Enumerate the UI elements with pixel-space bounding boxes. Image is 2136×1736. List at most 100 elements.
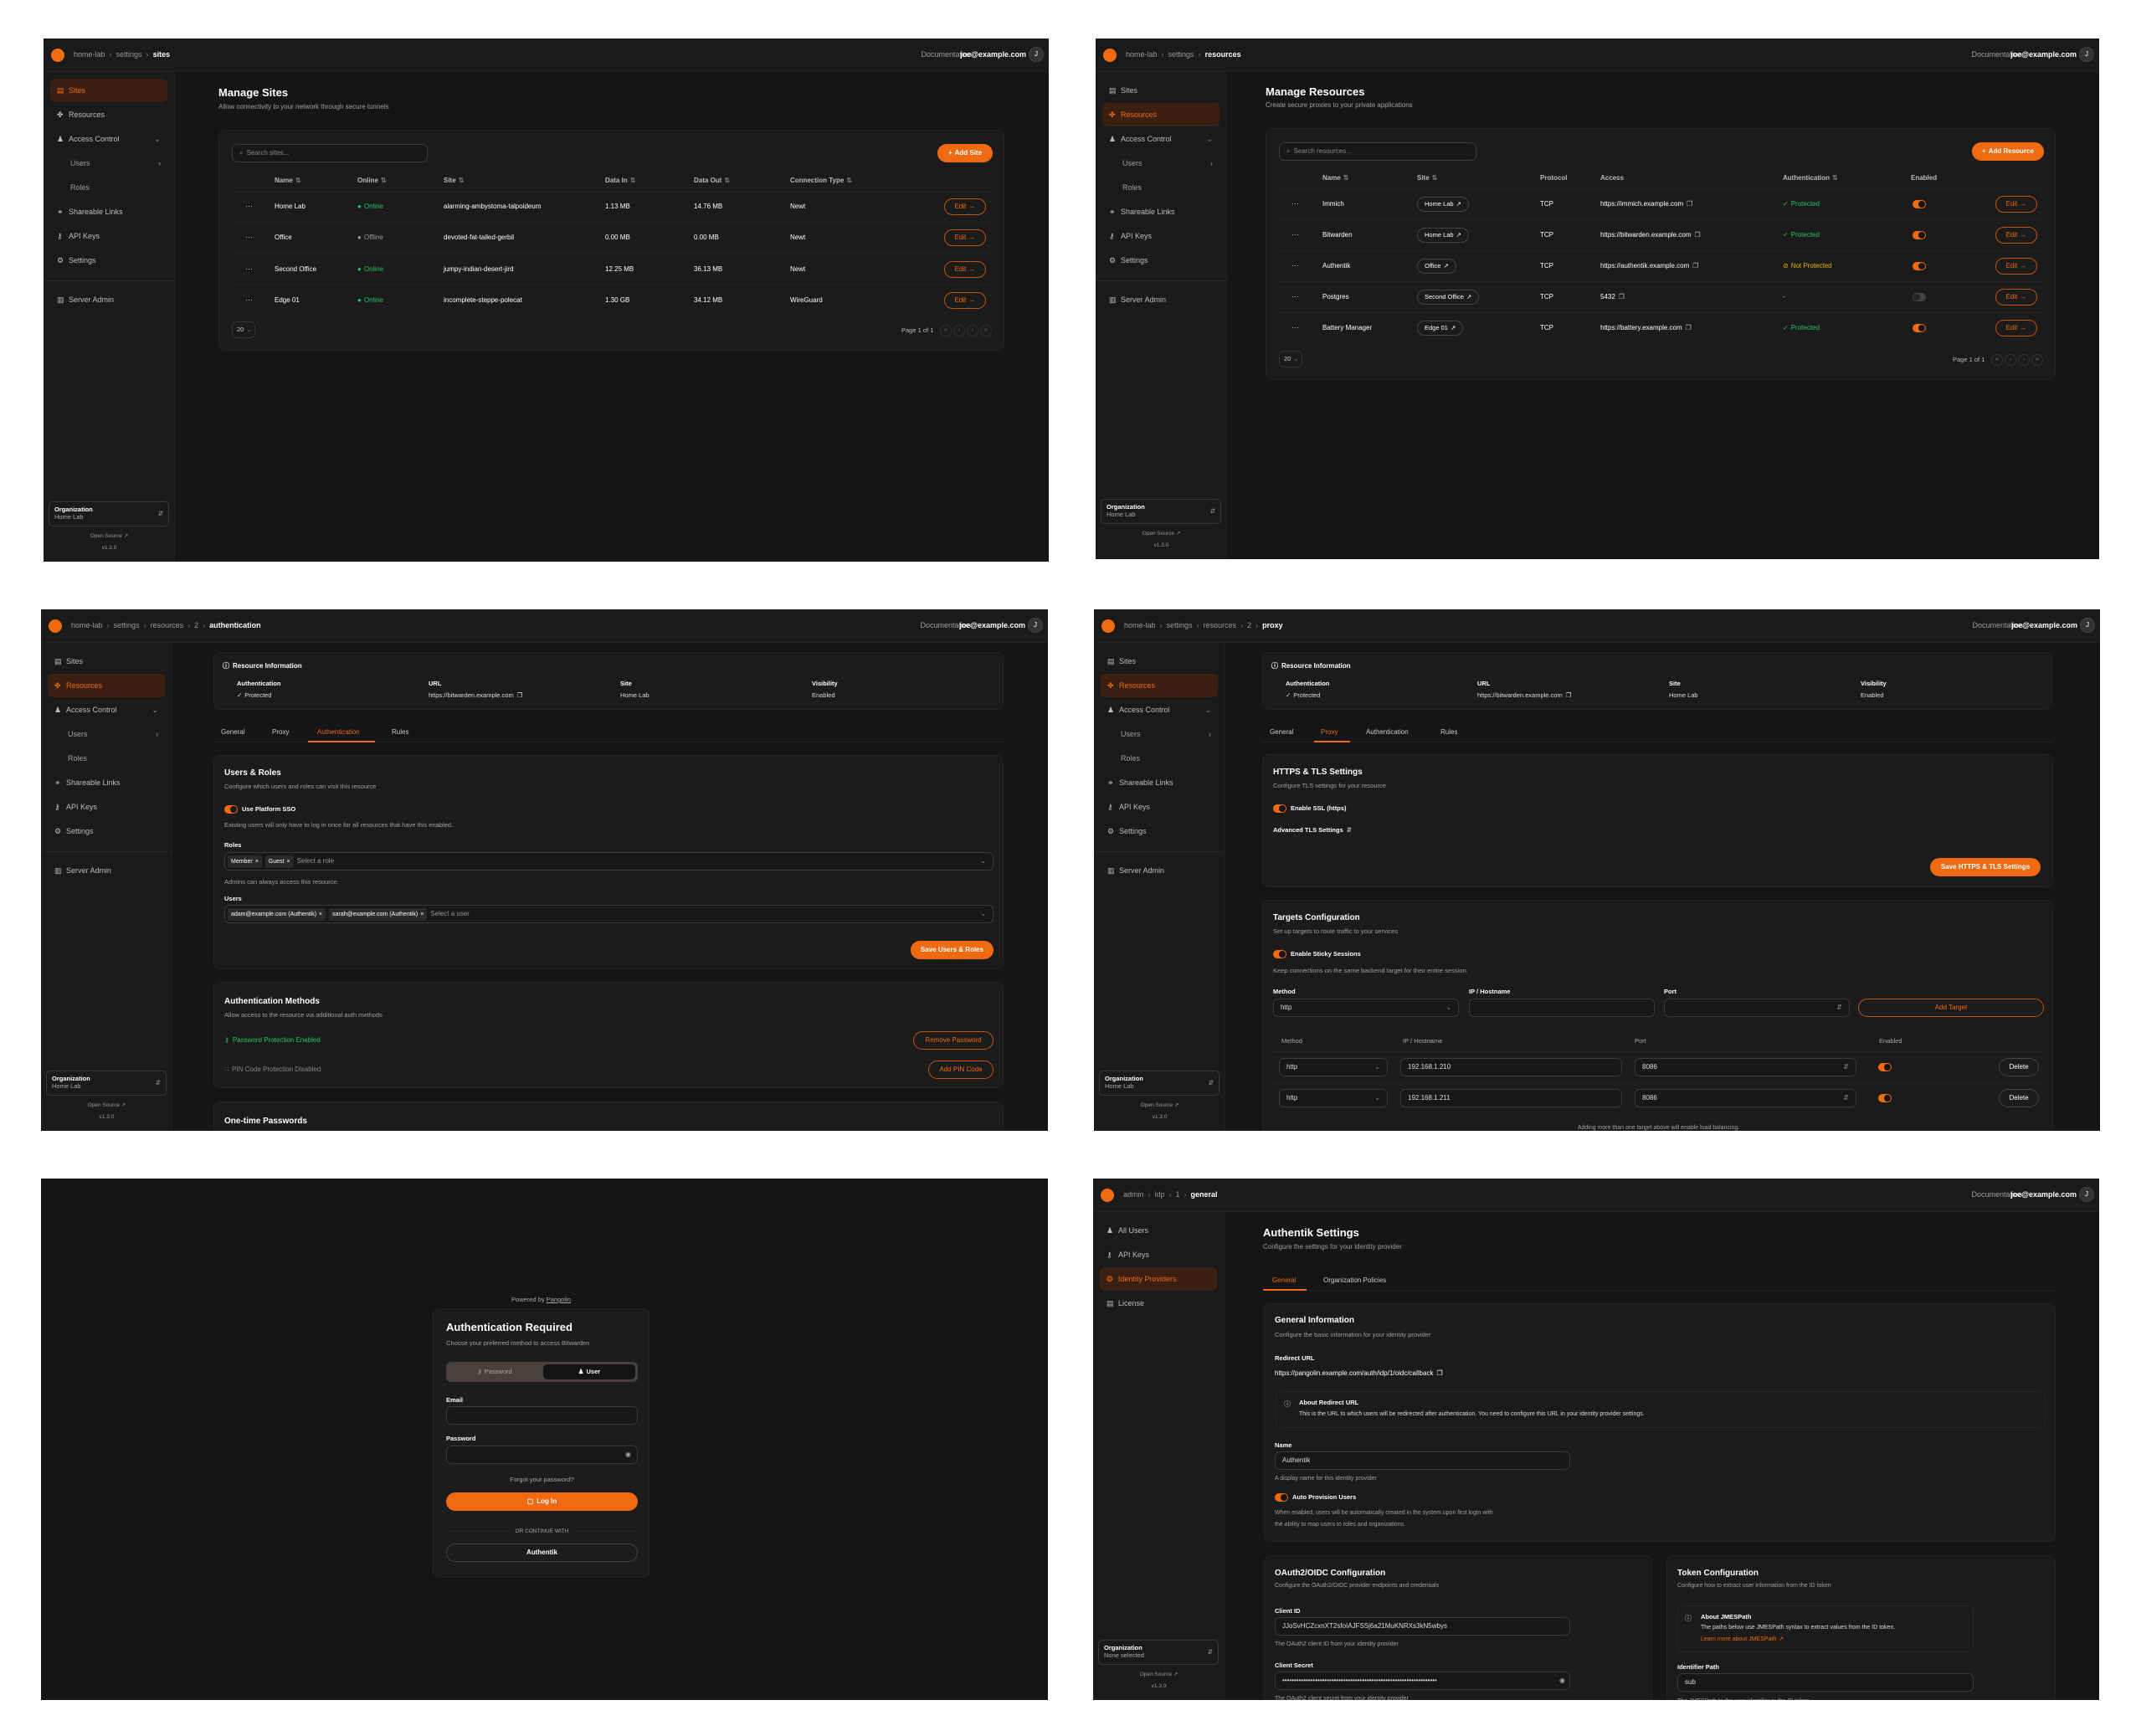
breadcrumb-item[interactable]: settings: [1166, 621, 1193, 629]
open-source-link[interactable]: Open Source ↗: [1094, 1102, 1225, 1108]
target-method-select[interactable]: http ⌄: [1279, 1058, 1388, 1076]
tab-general[interactable]: General: [1272, 1276, 1296, 1284]
password-tab[interactable]: ⚷ Password: [449, 1364, 541, 1379]
copy-icon[interactable]: ❐: [1618, 293, 1625, 300]
organization-selector[interactable]: Organization Home Lab ⇵: [1099, 1071, 1219, 1096]
breadcrumb-item[interactable]: home-lab: [74, 50, 105, 59]
breadcrumb-item[interactable]: resources: [1203, 621, 1237, 629]
sidebar-item-sites[interactable]: ▤ Sites: [50, 79, 167, 102]
log-in-button[interactable]: ▢ Log In: [446, 1492, 638, 1511]
sidebar-item-settings[interactable]: ⚙ Settings: [1102, 249, 1219, 272]
column-header[interactable]: Data In ⇅: [605, 177, 635, 184]
tab-proxy[interactable]: Proxy: [1321, 728, 1338, 736]
user-email[interactable]: joe@example.com: [959, 621, 1025, 629]
sidebar-item-shareable-links[interactable]: ⚭ Shareable Links: [50, 200, 167, 223]
edit-button[interactable]: Edit →: [944, 291, 986, 309]
row-actions-menu[interactable]: ⋯: [245, 295, 253, 304]
first-page-button[interactable]: «: [1991, 354, 2003, 366]
client-id-input[interactable]: JJoSvHCZcxnXT2sfoIAJFSSj6a21MuKNRXs3kN5w…: [1275, 1617, 1570, 1636]
open-source-link[interactable]: Open Source ↗: [1096, 530, 1227, 537]
forgot-password-link[interactable]: Forgot your password?: [510, 1476, 574, 1483]
stepper-icon[interactable]: ⇵: [1836, 1004, 1842, 1011]
breadcrumb-item[interactable]: home-lab: [1124, 621, 1156, 629]
site-link-pill[interactable]: Home Lab ↗: [1417, 228, 1469, 243]
remove-icon[interactable]: ×: [420, 912, 424, 917]
edit-button[interactable]: Edit →: [1995, 320, 2037, 336]
edit-button[interactable]: Edit →: [1995, 289, 2037, 306]
site-link-pill[interactable]: Edge 01 ↗: [1417, 321, 1464, 336]
enabled-toggle[interactable]: [1913, 262, 1926, 270]
breadcrumb-item[interactable]: 1: [1175, 1190, 1180, 1199]
copy-icon[interactable]: ❐: [1565, 691, 1572, 699]
breadcrumb-item[interactable]: idp: [1154, 1190, 1165, 1199]
target-ip-input[interactable]: 192.168.1.210: [1400, 1058, 1622, 1076]
column-header[interactable]: Protocol: [1540, 174, 1567, 182]
pangolin-logo-icon[interactable]: [1103, 49, 1117, 62]
tab-organization-policies[interactable]: Organization Policies: [1323, 1276, 1387, 1284]
eye-icon[interactable]: ◉: [1559, 1672, 1565, 1689]
breadcrumb-item[interactable]: home-lab: [71, 621, 103, 629]
add-resource-button[interactable]: + Add Resource: [1972, 142, 2044, 161]
site-link-pill[interactable]: Home Lab ↗: [1417, 197, 1469, 212]
sidebar-item-resources[interactable]: ✤ Resources: [1102, 103, 1219, 126]
row-actions-menu[interactable]: ⋯: [245, 233, 253, 242]
learn-more-jmespath-link[interactable]: Learn more about JMESPath ↗: [1701, 1636, 1784, 1642]
breadcrumb-item[interactable]: 2: [1247, 621, 1252, 629]
sidebar-item-shareable-links[interactable]: ⚭ Shareable Links: [48, 771, 165, 794]
column-header[interactable]: Access: [1600, 174, 1624, 182]
sidebar-item-roles[interactable]: Roles: [48, 747, 165, 770]
site-link-pill[interactable]: Second Office ↗: [1417, 290, 1480, 305]
add-pin-code-button[interactable]: Add PIN Code: [928, 1061, 994, 1079]
auto-provision-toggle[interactable]: [1275, 1493, 1288, 1502]
platform-sso-toggle[interactable]: [224, 805, 238, 814]
sidebar-item-server-admin[interactable]: ▥ Server Admin: [50, 288, 167, 311]
next-page-button[interactable]: ›: [967, 325, 978, 336]
breadcrumb-item[interactable]: proxy: [1262, 621, 1283, 629]
column-header[interactable]: Authentication ⇅: [1783, 174, 1838, 182]
save-users-roles-button[interactable]: Save Users & Roles: [911, 941, 994, 959]
breadcrumb-item[interactable]: sites: [152, 50, 171, 59]
sidebar-item-resources[interactable]: ✤ Resources: [48, 674, 165, 697]
sidebar-item-settings[interactable]: ⚙ Settings: [48, 819, 165, 843]
enabled-toggle[interactable]: [1913, 324, 1926, 332]
column-header[interactable]: Name ⇅: [275, 177, 301, 184]
avatar[interactable]: J: [2079, 1187, 2094, 1202]
breadcrumb-item[interactable]: settings: [1168, 50, 1194, 59]
remove-icon[interactable]: ×: [286, 859, 290, 865]
documentation-link[interactable]: Documentation: [921, 50, 972, 59]
last-page-button[interactable]: »: [2031, 354, 2043, 366]
page-size-select[interactable]: 20 ⌄: [1279, 351, 1302, 367]
sidebar-item-license[interactable]: ▤ License: [1100, 1292, 1217, 1315]
remove-password-button[interactable]: Remove Password: [913, 1031, 994, 1050]
column-header[interactable]: Site ⇅: [1417, 174, 1437, 182]
sidebar-item-api-keys[interactable]: ⚷ API Keys: [50, 224, 167, 248]
open-source-link[interactable]: Open Source ↗: [1093, 1671, 1225, 1677]
organization-selector[interactable]: Organization Home Lab ⇵: [1101, 499, 1221, 524]
edit-button[interactable]: Edit →: [1995, 196, 2037, 213]
sidebar-item-users[interactable]: Users ›: [48, 722, 165, 746]
row-actions-menu[interactable]: ⋯: [245, 264, 253, 273]
breadcrumb-item[interactable]: settings: [116, 50, 142, 59]
sidebar-item-settings[interactable]: ⚙ Settings: [1101, 819, 1218, 843]
delete-target-button[interactable]: Delete: [1999, 1058, 2039, 1076]
row-actions-menu[interactable]: ⋯: [1291, 261, 1299, 270]
user-email[interactable]: joe@example.com: [960, 50, 1026, 59]
avatar[interactable]: J: [2080, 618, 2095, 633]
target-ip-input[interactable]: 192.168.1.211: [1400, 1089, 1622, 1107]
remove-icon[interactable]: ×: [319, 912, 323, 917]
sidebar-item-access-control[interactable]: ♟ Access Control ⌄: [1102, 127, 1219, 151]
advanced-tls-toggle[interactable]: Advanced TLS Settings ⇵: [1273, 826, 1352, 834]
breadcrumb-item[interactable]: home-lab: [1126, 50, 1158, 59]
breadcrumb-item[interactable]: resources: [1204, 50, 1241, 59]
sidebar-item-api-keys[interactable]: ⚷ API Keys: [1100, 1243, 1217, 1266]
site-link-pill[interactable]: Office ↗: [1417, 259, 1456, 274]
pangolin-logo-icon[interactable]: [49, 619, 62, 633]
documentation-link[interactable]: Documentation: [920, 621, 971, 629]
sidebar-item-sites[interactable]: ▤ Sites: [1101, 650, 1218, 673]
user-email[interactable]: joe@example.com: [2010, 50, 2077, 59]
row-actions-menu[interactable]: ⋯: [1291, 199, 1299, 208]
avatar[interactable]: J: [1028, 618, 1043, 633]
avatar[interactable]: J: [2079, 47, 2094, 62]
users-multiselect[interactable]: adam@example.com (Authentik) × sarah@examp…: [224, 905, 994, 923]
organization-selector[interactable]: Organization Home Lab ⇵: [46, 1071, 167, 1096]
